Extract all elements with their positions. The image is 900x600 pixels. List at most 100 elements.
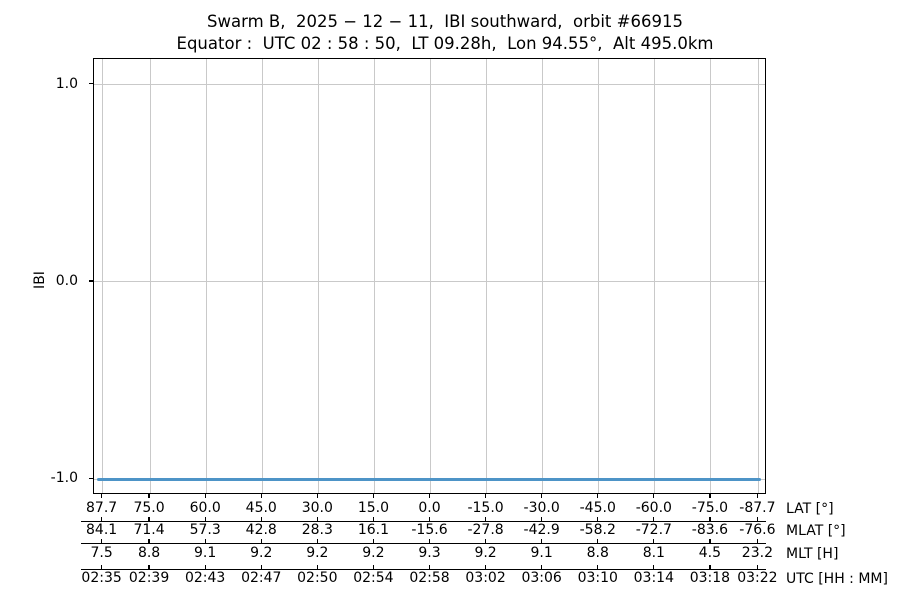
x-tick-label: -27.8 [467,521,504,538]
sub-axis-tick [653,538,655,543]
sub-axis-tick [484,516,487,521]
x-tick-label: -45.0 [579,500,616,516]
x-tick-label: -87.7 [739,500,776,516]
chart-title: Swarm B, 2025 − 12 − 11, IBI southward, … [207,12,683,31]
x-gridline [102,59,104,493]
sub-axis-tick [100,516,103,521]
x-tick-label: 9.1 [194,544,217,561]
x-gridline [373,59,375,493]
x-tick-label: 03:02 [465,569,506,586]
sub-axis-tick [756,565,758,569]
x-tick-label: -60.0 [635,500,672,516]
sub-axis-tick [428,516,431,521]
x-axis-row-label-utc: UTC [HH : MM] [786,570,888,587]
x-gridline [317,59,319,493]
y-gridline [94,84,765,86]
sub-axis-tick [100,538,103,543]
x-gridline [654,59,656,493]
x-tick-label: 7.5 [90,544,113,561]
x-tick-label: 9.2 [362,544,385,561]
x-tick-label: -72.7 [635,521,672,538]
x-gridline [430,59,431,493]
x-tick-label: 87.7 [86,500,118,516]
x-tick-label: -42.9 [523,521,560,538]
x-tick-label: 42.8 [245,521,277,538]
y-tick [89,477,93,479]
x-tick [372,494,374,498]
sub-axis-tick [653,565,655,569]
x-tick [756,494,758,498]
y-tick [89,83,93,85]
x-tick-label: 02:39 [128,569,170,586]
x-tick-label: 60.0 [189,500,221,516]
x-tick-label: 03:06 [521,569,562,586]
x-tick-label: 9.1 [530,544,553,561]
x-tick-label: 02:58 [409,569,450,586]
x-tick-label: 02:43 [184,569,226,586]
x-tick [428,494,431,498]
x-tick-label: 71.4 [133,521,165,538]
x-gridline [757,59,759,493]
x-tick [653,494,655,498]
x-tick-label: 03:10 [577,569,618,586]
x-tick-label: -75.0 [691,500,729,516]
chart-subtitle: Equator : UTC 02 : 58 : 50, LT 09.28h, L… [176,34,714,53]
sub-axis-tick [597,538,599,543]
x-tick-label: -58.2 [579,521,616,538]
sub-axis-tick [428,565,431,569]
x-tick-label: 02:47 [241,569,282,586]
sub-axis-tick [260,565,262,569]
x-gridline [261,59,263,493]
x-tick-label: 03:22 [737,569,778,586]
x-axis-row-label-mlt: MLT [H] [786,545,839,562]
x-tick [709,494,711,498]
x-tick-label: 9.3 [418,544,441,561]
x-tick-label: 9.2 [306,544,329,561]
x-tick-label: -15.6 [411,521,448,538]
x-gridline [205,59,207,493]
sub-axis-tick [316,538,318,543]
sub-axis-tick [597,516,599,521]
x-tick-label: 4.5 [698,544,722,561]
plot-area [93,58,766,494]
sub-axis-tick [148,516,150,521]
x-tick-label: 8.8 [137,544,161,561]
x-tick [597,494,599,498]
x-gridline [486,59,488,493]
sub-axis-spine [81,542,766,544]
x-axis-row-label-lat: LAT [°] [786,501,834,517]
y-gridline [94,281,765,283]
x-tick-label: 30.0 [301,500,333,516]
x-tick-label: 15.0 [357,500,389,516]
x-tick-label: 8.1 [642,544,665,561]
x-tick-label: 84.1 [86,521,118,538]
y-tick [89,280,93,282]
sub-axis-tick [756,516,758,521]
x-tick [100,494,103,498]
x-tick-label: 9.2 [250,544,273,561]
x-gridline [710,59,712,493]
sub-axis-tick [260,516,262,521]
x-tick-label: 0.0 [418,500,441,516]
x-tick-label: -15.0 [467,500,504,516]
x-tick-label: 9.2 [474,544,497,561]
x-tick-label: -83.6 [691,521,729,538]
x-tick [316,494,318,498]
sub-axis-tick [372,538,374,543]
x-tick-label: 75.0 [133,500,165,516]
x-tick-label: 16.1 [357,521,389,538]
x-tick-label: 03:18 [689,569,731,586]
sub-axis-tick [597,565,599,569]
y-tick-label: 0.0 [55,272,78,289]
sub-axis-tick [484,565,487,569]
sub-axis-tick [204,516,206,521]
y-tick-label: -1.0 [50,470,78,487]
sub-axis-tick [316,565,318,569]
x-tick-label: 02:35 [81,569,122,586]
y-tick-label: 1.0 [55,75,78,92]
sub-axis-tick [541,565,543,569]
x-tick-label: 8.8 [586,544,609,561]
x-tick [541,494,543,498]
sub-axis-tick [709,538,711,543]
